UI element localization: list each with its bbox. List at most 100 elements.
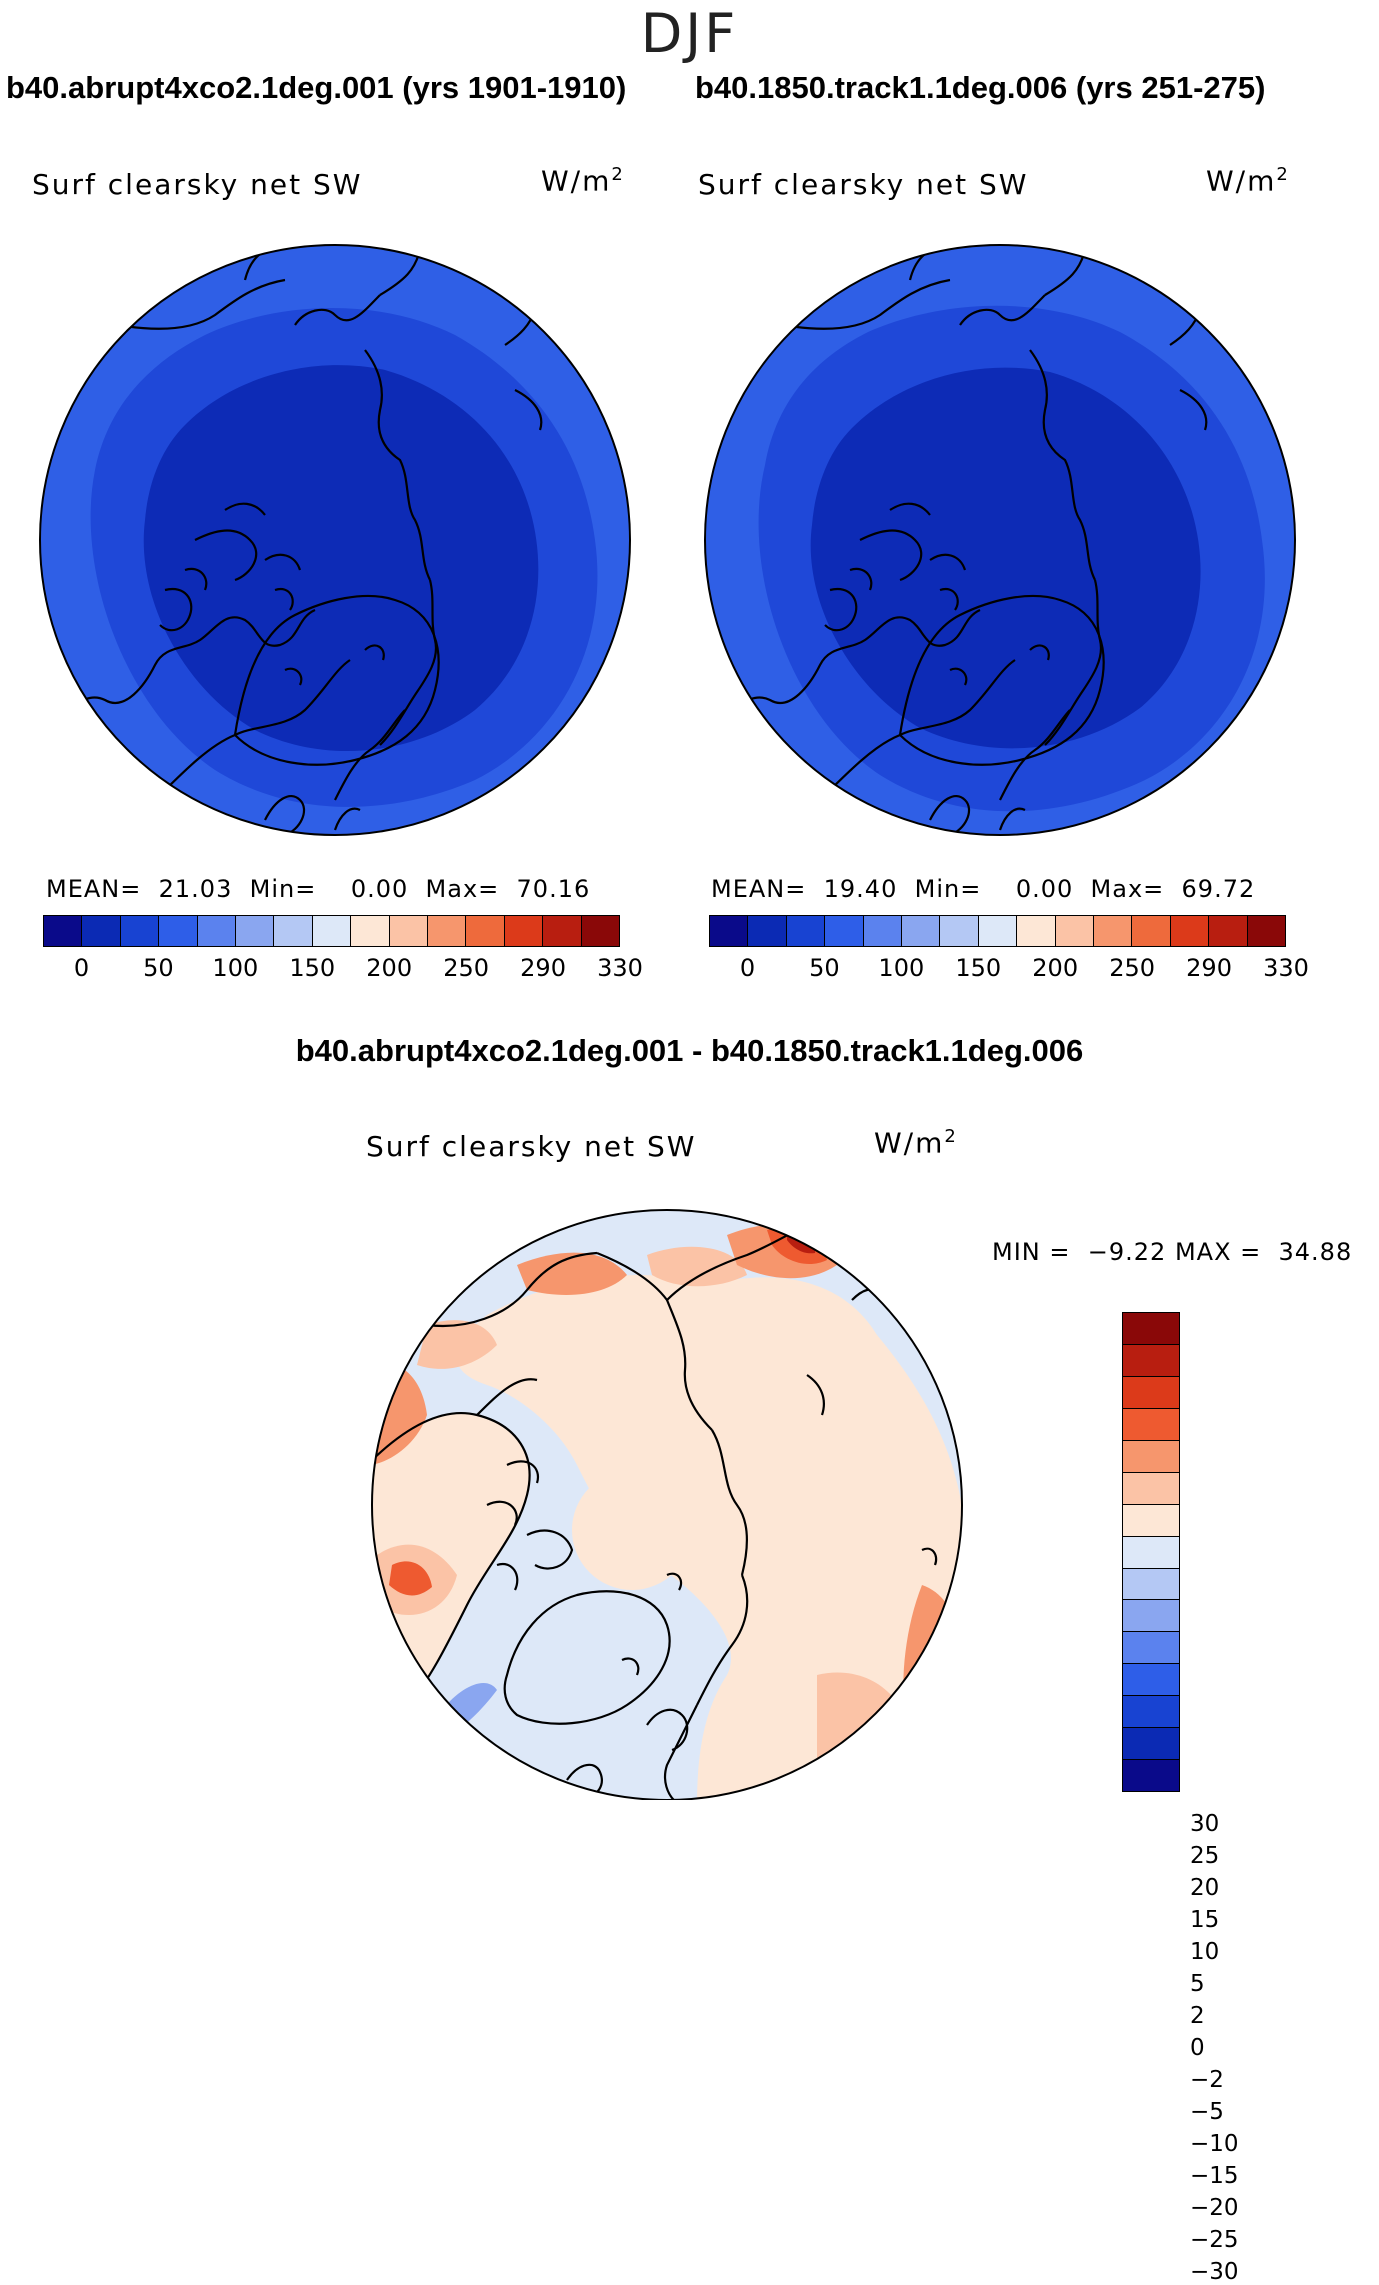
colorbar-tick-label: 250 [1109, 954, 1156, 982]
colorbar-tick-label: 10 [1190, 1938, 1220, 1965]
season-title: DJF [640, 2, 739, 65]
diff-units: W/m2 [874, 1126, 958, 1160]
diff-minmax: MIN = −9.22 MAX = 34.88 [992, 1238, 1353, 1266]
map-2-boundary [704, 244, 1296, 836]
colorbar-tick-label: −20 [1190, 2195, 1239, 2221]
colorbar-swatch [863, 916, 903, 946]
colorbar-swatch [351, 916, 390, 946]
diff-colorbar-labels: 30 25 20 15 10 5 2 0 −2 −5 −10 −15 −20 −25 −30 [1190, 1792, 1310, 2285]
panel-1-colorbar-labels: 0 50 100 150 200 250 290 330 [43, 954, 643, 984]
colorbar-tick-label: 50 [809, 954, 840, 982]
colorbar-tick-label: 290 [520, 954, 566, 982]
colorbar-swatch [1123, 1728, 1179, 1761]
colorbar-swatch [1123, 1313, 1179, 1345]
colorbar-swatch [1094, 916, 1133, 946]
colorbar-swatch [428, 916, 467, 946]
diff-greenland [504, 1591, 670, 1724]
colorbar-tick-label: 25 [1190, 1843, 1220, 1869]
panel-1-case-title: b40.abrupt4xco2.1deg.001 (yrs 1901-1910) [6, 70, 627, 105]
panel-2-stats: MEAN= 19.40 Min= 0.00 Max= 69.72 [711, 875, 1256, 903]
panel-1-units: W/m2 [541, 164, 625, 198]
colorbar-tick-label: 330 [1263, 954, 1309, 982]
diff-colorbar-swatches [1122, 1312, 1180, 1792]
colorbar-swatch [389, 916, 429, 946]
diff-polar-cap [572, 1470, 692, 1590]
colorbar-swatch [44, 916, 83, 946]
colorbar-swatch [748, 916, 787, 946]
colorbar-tick-label: 5 [1190, 1971, 1205, 1997]
colorbar-swatch [1123, 1504, 1179, 1537]
colorbar-swatch [1132, 916, 1171, 946]
colorbar-swatch [1247, 916, 1286, 946]
colorbar-tick-label: 250 [443, 954, 490, 982]
colorbar-tick-label: 15 [1190, 1907, 1220, 1933]
colorbar-swatch [1123, 1472, 1179, 1505]
colorbar-swatch [786, 916, 826, 946]
colorbar-swatch [1123, 1664, 1179, 1697]
colorbar-swatch [1209, 916, 1248, 946]
colorbar-tick-label: 290 [1186, 954, 1232, 982]
diff-namerica-land [372, 1413, 530, 1705]
panel-2-units: W/m2 [1206, 164, 1290, 198]
colorbar-tick-label: 0 [1190, 2035, 1205, 2061]
colorbar-swatch [82, 916, 121, 946]
colorbar-tick-label: 150 [955, 954, 1002, 982]
colorbar-swatch [1123, 1632, 1179, 1665]
colorbar-tick-label: 50 [143, 954, 174, 982]
colorbar-swatch [581, 916, 620, 946]
colorbar-swatch [1123, 1600, 1179, 1633]
diff-title: b40.abrupt4xco2.1deg.001 - b40.1850.trac… [295, 1033, 1084, 1068]
colorbar-tick-label: 150 [289, 954, 336, 982]
colorbar-tick-label: −10 [1190, 2131, 1239, 2157]
colorbar-tick-label: −30 [1190, 2259, 1239, 2285]
panel-1-colorbar: 0 50 100 150 200 250 290 330 [43, 915, 643, 984]
colorbar-tick-label: 330 [597, 954, 643, 982]
colorbar-swatch [1123, 1696, 1179, 1729]
colorbar-tick-label: 20 [1190, 1875, 1220, 1901]
diff-coastlines [372, 1224, 938, 1800]
colorbar-swatch [1123, 1536, 1179, 1569]
panel-2-case-title: b40.1850.track1.1deg.006 (yrs 251-275) [695, 70, 1266, 105]
colorbar-swatch [1017, 916, 1056, 946]
panel-2-colorbar: 0 50 100 150 200 250 290 330 [709, 915, 1309, 984]
map-1-inner-region [143, 365, 539, 752]
colorbar-tick-label: −5 [1190, 2098, 1224, 2125]
colorbar-swatch [1123, 1568, 1179, 1601]
colorbar-swatch [197, 916, 237, 946]
colorbar-tick-label: −25 [1190, 2227, 1239, 2253]
colorbar-tick-label: −15 [1190, 2163, 1239, 2189]
colorbar-swatch [466, 916, 505, 946]
diff-colorbar: 30 25 20 15 10 5 2 0 −2 −5 −10 −15 −20 −25 −30 [1122, 1312, 1322, 2285]
diff-warm-patch-1 [417, 1320, 497, 1369]
diff-map-boundary [371, 1209, 963, 1800]
colorbar-swatch [1123, 1344, 1179, 1377]
panel-1-polar-map [39, 244, 631, 836]
colorbar-swatch [236, 916, 275, 946]
colorbar-swatch [978, 916, 1018, 946]
diff-polar-map [371, 1209, 963, 1800]
colorbar-swatch [940, 916, 979, 946]
panel-1-field-label: Surf clearsky net SW [32, 168, 363, 201]
map-1-coastlines [40, 245, 543, 835]
colorbar-swatch [1123, 1408, 1179, 1441]
colorbar-swatch [120, 916, 160, 946]
panel-2-polar-map [704, 244, 1296, 836]
colorbar-swatch [1123, 1376, 1179, 1409]
colorbar-tick-label: 200 [1032, 954, 1079, 982]
diff-field-label: Surf clearsky net SW [366, 1130, 697, 1163]
colorbar-swatch [543, 916, 582, 946]
panel-2-colorbar-swatches [709, 915, 1286, 947]
colorbar-swatch [274, 916, 313, 946]
colorbar-tick-label: 200 [366, 954, 413, 982]
diff-warm-patch-6 [647, 1246, 747, 1287]
colorbar-tick-label: 100 [878, 954, 925, 982]
diff-warm-patch-4 [389, 1561, 432, 1596]
colorbar-swatch [1123, 1440, 1179, 1473]
diff-warm-patch-5 [517, 1252, 627, 1295]
map-1-boundary [39, 244, 631, 836]
colorbar-tick-label: 0 [739, 954, 756, 982]
colorbar-swatch [825, 916, 864, 946]
colorbar-swatch [710, 916, 749, 946]
colorbar-swatch [1055, 916, 1095, 946]
colorbar-tick-label: 100 [212, 954, 259, 982]
